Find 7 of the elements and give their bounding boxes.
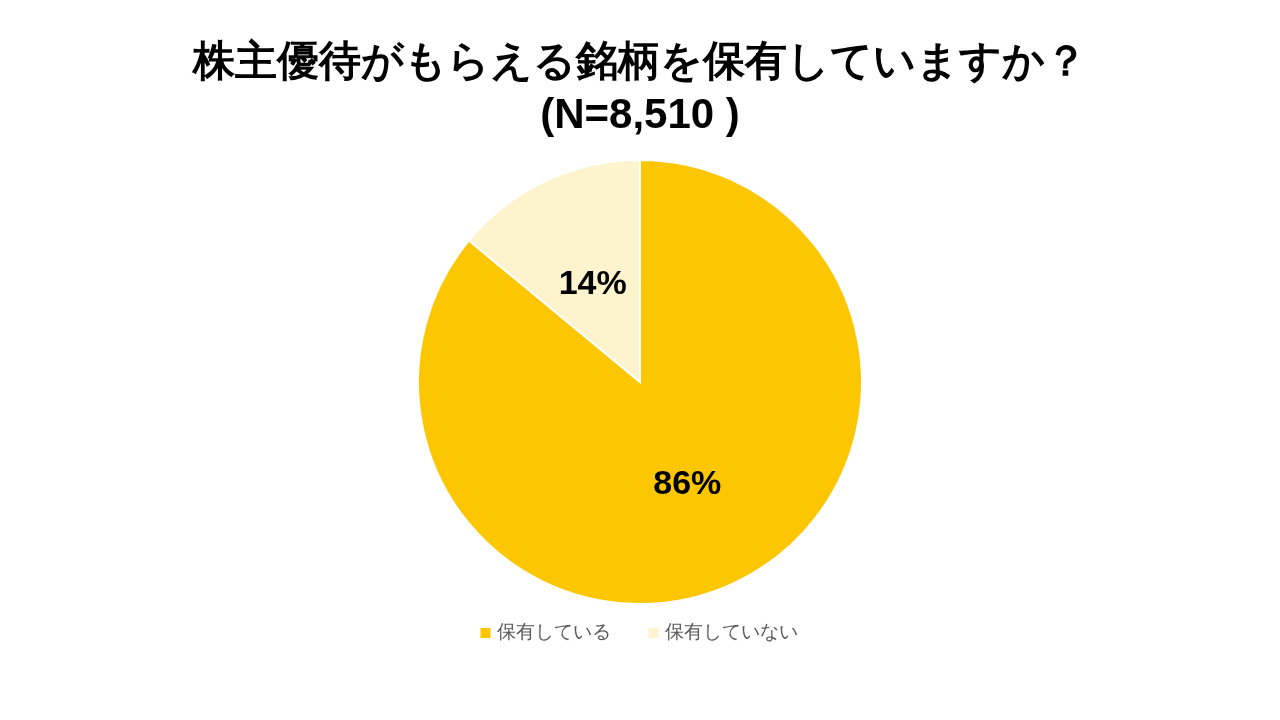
chart-subtitle: (N=8,510 ) [540, 90, 740, 137]
chart-title: 株主優待がもらえる銘柄を保有していますか？ [191, 37, 1087, 84]
data-label: 14% [558, 262, 627, 301]
legend-label: 保有していない [664, 621, 798, 642]
data-label: 86% [653, 463, 722, 502]
legend-label: 保有している [496, 621, 611, 642]
pie-slice [417, 159, 863, 605]
